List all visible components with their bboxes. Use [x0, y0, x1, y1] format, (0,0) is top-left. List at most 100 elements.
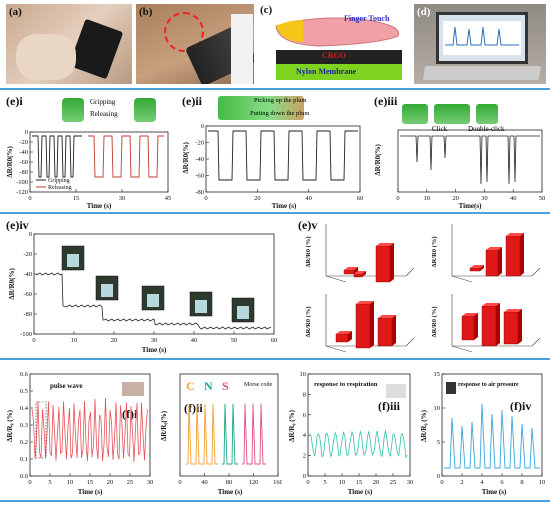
x-tick-label: 10 — [539, 479, 546, 486]
bar-3d-top — [356, 301, 374, 304]
weight-response-line — [35, 272, 272, 330]
bar-3d — [485, 249, 499, 277]
wrist-photo — [122, 382, 144, 396]
bar3d-chart: ΔR/R0 (%) — [305, 224, 415, 283]
x-tick-label: 20 — [254, 195, 261, 202]
x-tick-label: 40 — [191, 337, 198, 344]
nylon-label: Nylon Membrane — [296, 67, 357, 76]
x-tick-label: 60 — [271, 337, 278, 344]
photo-plum-hand — [218, 96, 304, 120]
divider-mid — [0, 212, 550, 214]
sensor-strip — [68, 18, 124, 80]
x-tick-label: 25 — [390, 479, 397, 486]
panel-f-i: 0.6 0.5 0.4 0.3 0.2 0.1 0.0 0 5 10 15 20 25 30 ΔR/R₀ (… — [4, 364, 154, 498]
bar-3d-top — [336, 331, 352, 334]
respiration-line — [309, 430, 408, 459]
x-tick-label: 4 — [480, 479, 484, 486]
x-axis-label: Time (s) — [348, 488, 373, 496]
bar-3d-side — [496, 303, 500, 346]
photo-grip-hand-2 — [134, 98, 156, 122]
y-tick-label: -100 — [20, 331, 32, 338]
x-tick-label: 0 — [440, 479, 443, 486]
y-axis-label: ΔR/R0 (%) — [305, 307, 312, 338]
panel-e-i: 0 -20 -40 -60 -80 -100 -120 0 15 30 45 ΔR/R0(%) Time… — [4, 92, 176, 210]
beaker-water — [237, 306, 249, 319]
label-d: (d) — [417, 6, 431, 18]
bar-3d-side — [348, 331, 352, 342]
x-tick-label: 20 — [111, 337, 118, 344]
y-tick-label: 0 — [437, 473, 440, 480]
bar-3d-side — [498, 247, 502, 276]
bar-3d — [335, 333, 349, 343]
y-tick-label: 2 — [303, 453, 306, 460]
plot-frame — [205, 125, 361, 193]
label-e-ii: (e)ii — [182, 94, 202, 108]
label-e-v: (e)v — [298, 218, 318, 232]
bar-3d-side — [392, 315, 396, 346]
y-axis-label: ΔR/R0 (%) — [305, 237, 312, 268]
bar3d-chart: ΔR/R0 (%) — [305, 294, 415, 353]
x-axis-label: Time (s) — [142, 346, 167, 354]
gripping-arrow-label: Gripping — [90, 98, 116, 106]
photo-b-arm: (b) — [136, 4, 254, 84]
x-tick-label: 8 — [520, 479, 523, 486]
label-c: (c) — [260, 4, 273, 16]
bar3d-chart: ΔR/R0 (%) — [431, 294, 541, 353]
label-a: (a) — [9, 6, 22, 18]
y-axis-label: ΔR/R0(%) — [8, 268, 16, 300]
x-tick-label: 20 — [373, 479, 380, 486]
air-pressure-line — [444, 403, 540, 469]
x-tick-label: 15 — [356, 479, 363, 486]
axis-3d-depth — [325, 275, 347, 283]
bar-3d-top — [344, 267, 358, 270]
plot-frame — [441, 373, 543, 477]
put-down-label: Putting down the plum — [250, 110, 310, 117]
photo-a-wrist: (a) — [6, 4, 132, 84]
photo-click-hand-1 — [402, 104, 428, 124]
photo-click-hand-2 — [434, 104, 470, 124]
y-tick-label: 15 — [434, 371, 441, 378]
panel-f-ii: 0 40 80 120 160 ΔR/R₀(%) Time (s) C N S Morse code… — [158, 364, 282, 498]
panel-e-ii: 0 -20 -40 -60 -80 0 20 40 60 ΔR/R0(%) Time (s) (e)… — [180, 92, 368, 210]
photo-d-laptop: (d) — [414, 4, 546, 84]
bar-3d-top — [506, 233, 524, 236]
x-tick-label: 45 — [165, 195, 172, 202]
x-tick-label: 40 — [305, 195, 312, 202]
bar-3d-side — [370, 301, 374, 348]
f-iii-label: (f)iii — [378, 399, 401, 413]
y-tick-label: -80 — [19, 169, 28, 176]
pulse-wave-line — [31, 397, 148, 463]
f-iv-title: response to air pressure — [458, 382, 519, 388]
bar-3d-top — [504, 309, 522, 312]
legend-releasing-label: Releasing — [48, 185, 72, 191]
y-tick-label: 0.5 — [20, 388, 28, 395]
x-tick-label: 20 — [452, 195, 459, 202]
bar-3d-side — [474, 313, 478, 340]
bar-3d-side — [354, 267, 358, 274]
y-tick-label: 4 — [303, 432, 307, 439]
x-axis-label: Time (s) — [482, 488, 507, 496]
y-tick-label: -120 — [16, 189, 28, 196]
label-e-i: (e)i — [6, 94, 23, 108]
bar-3d — [355, 303, 371, 349]
x-tick-label: 30 — [407, 479, 414, 486]
divider-top — [0, 88, 550, 90]
x-tick-label: 30 — [119, 195, 126, 202]
bar-3d-side — [390, 243, 394, 282]
y-axis-label: ΔR/R0 (%) — [431, 237, 438, 268]
x-tick-label: 10 — [67, 479, 74, 486]
morse-code-title: Morse code — [244, 382, 272, 388]
crgo-label: CRGO — [322, 51, 346, 60]
panel-e-iv: 0 -20 -40 -60 -80 -100 0 10 20 30 40 50 60 ΔR/R0(%) Ti… — [4, 216, 288, 356]
morse-s-line — [242, 403, 266, 465]
x-tick-label: 80 — [226, 479, 233, 486]
screen-waveform — [443, 21, 521, 55]
bar-3d — [469, 267, 481, 272]
chart-f-i: 0.6 0.5 0.4 0.3 0.2 0.1 0.00 5 10 15 20 25 30 ΔR/R₀ (… — [6, 371, 153, 496]
double-click-label: Double-click — [468, 125, 505, 133]
bar-3d-top — [486, 247, 502, 250]
photo-click-hand-3 — [476, 104, 498, 124]
